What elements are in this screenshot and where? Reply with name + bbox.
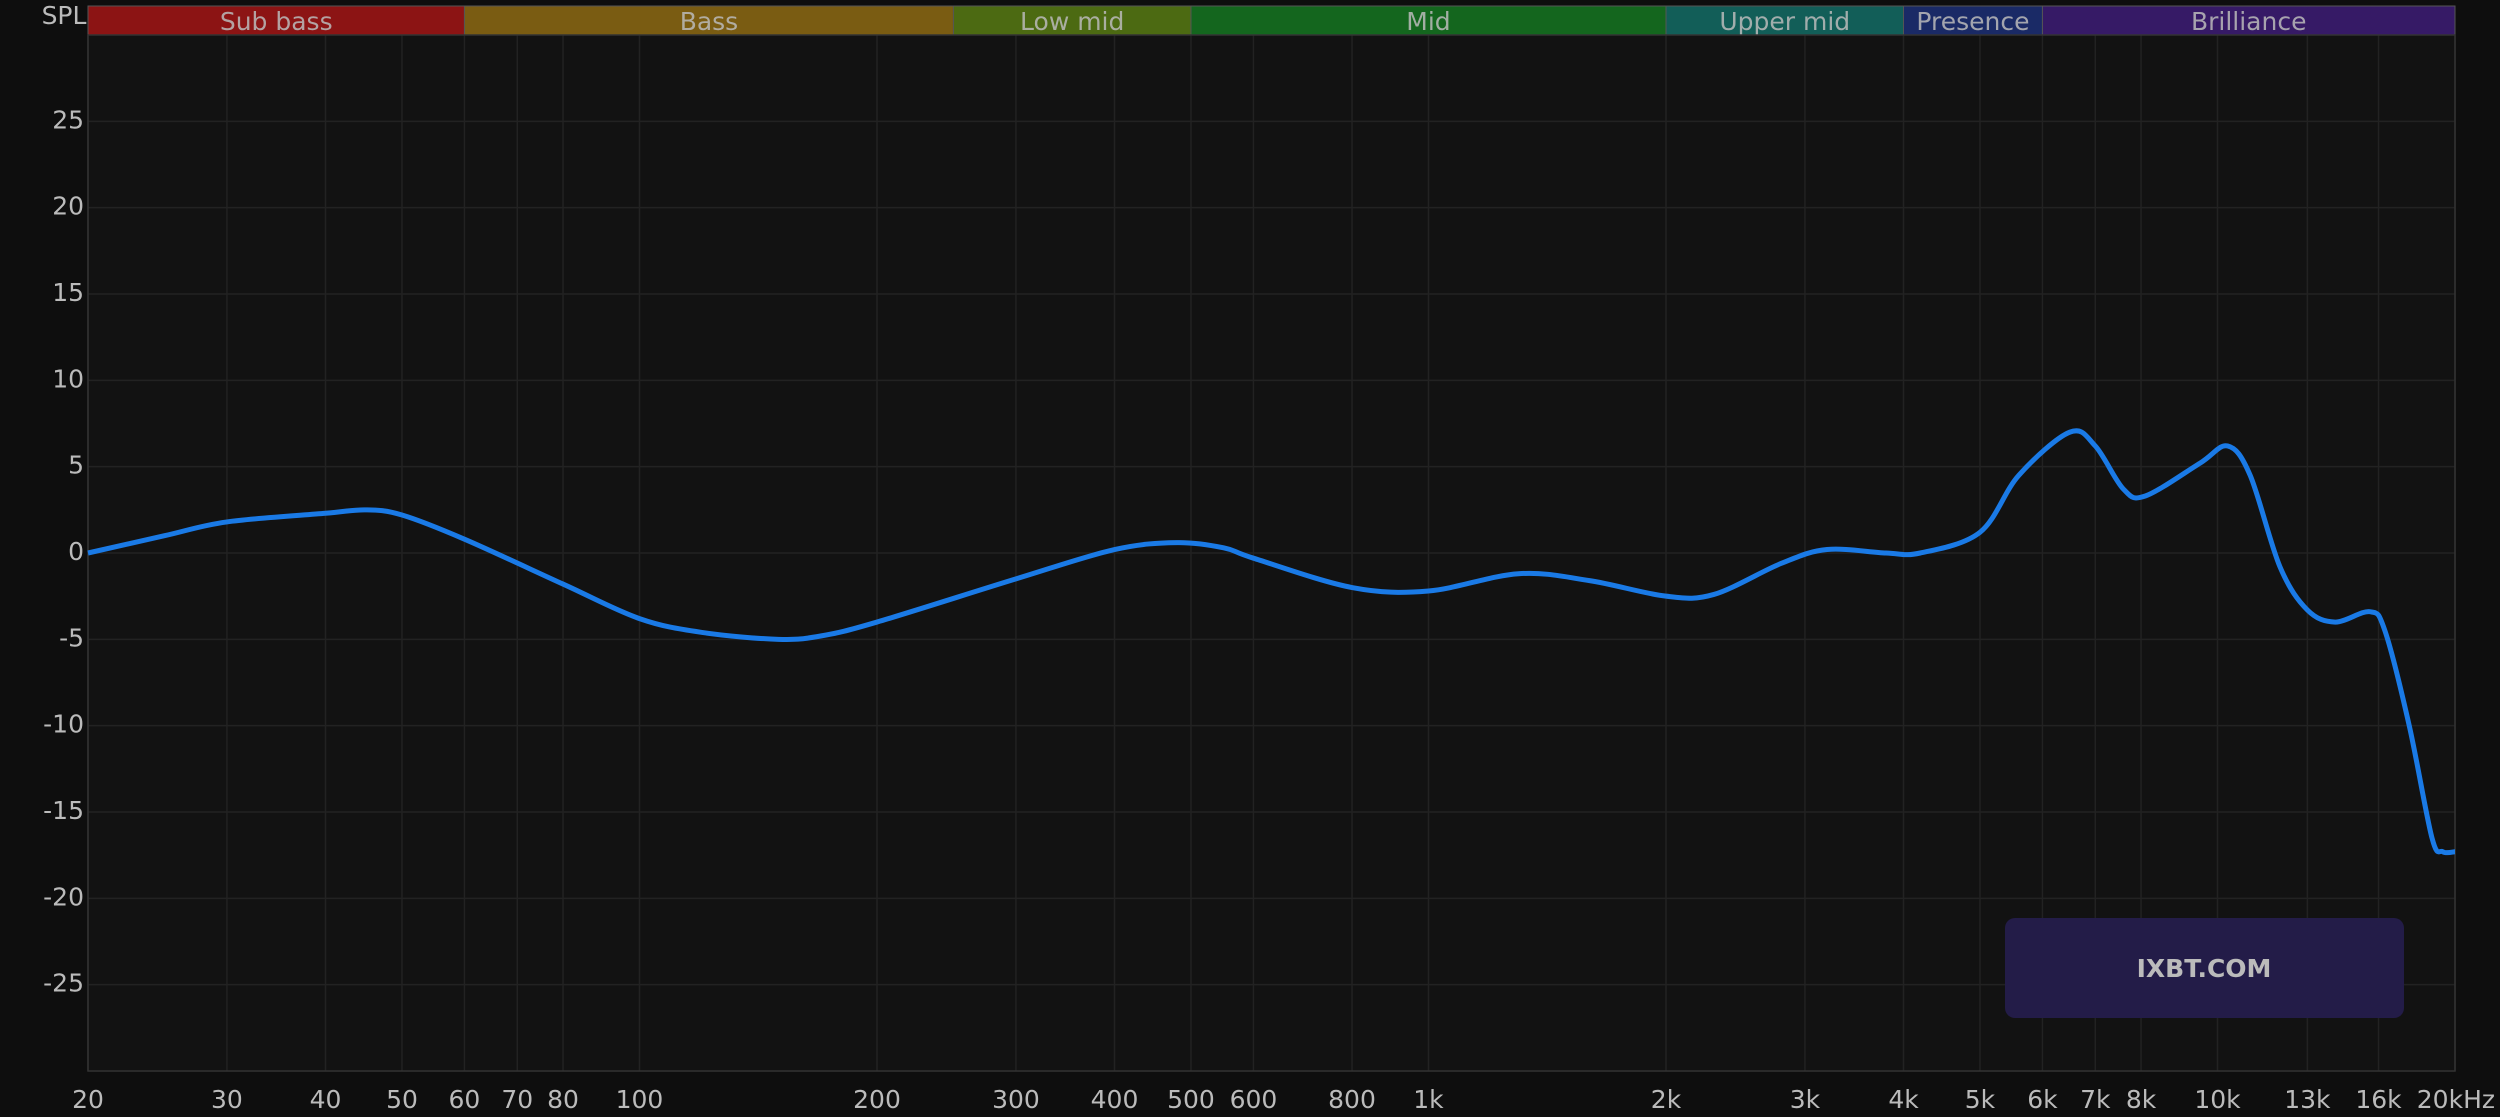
y-axis-label: SPL	[42, 1, 87, 30]
y-tick-label: -15	[43, 796, 84, 825]
band-label: Mid	[1406, 7, 1450, 36]
y-tick-label: -25	[43, 969, 84, 998]
x-tick-label: 70	[501, 1085, 533, 1114]
y-tick-label: 0	[68, 537, 84, 566]
response-line	[87, 428, 2456, 856]
band-label: Presence	[1916, 7, 2029, 36]
y-tick-label: 25	[52, 105, 84, 134]
y-tick-label: -5	[59, 623, 84, 652]
x-tick-label: 2k	[1651, 1085, 1682, 1114]
band-label: Sub bass	[220, 7, 333, 36]
band-label: Brilliance	[2191, 7, 2307, 36]
x-tick-label: 8k	[2126, 1085, 2157, 1114]
x-tick-label: 500	[1167, 1085, 1215, 1114]
x-tick-label: 60	[449, 1085, 481, 1114]
band-label: Bass	[680, 7, 739, 36]
y-tick-label: 5	[68, 451, 84, 480]
x-tick-label: 5k	[1965, 1085, 1996, 1114]
band	[1903, 5, 2043, 36]
watermark: IXBT.COM	[2137, 954, 2272, 983]
x-tick-label: 50	[386, 1085, 418, 1114]
watermark-box	[2005, 918, 2404, 1018]
x-tick-label: 20	[72, 1085, 104, 1114]
x-tick-label: 100	[616, 1085, 664, 1114]
x-tick-label: 1k	[1413, 1085, 1444, 1114]
x-tick-label: 300	[992, 1085, 1040, 1114]
x-tick-label: 16k	[2355, 1085, 2402, 1114]
y-tick-label: -20	[43, 882, 84, 911]
x-tick-label: 7k	[2080, 1085, 2111, 1114]
x-tick-label: 200	[853, 1085, 901, 1114]
x-tick-label: 800	[1328, 1085, 1376, 1114]
x-tick-label: 10k	[2194, 1085, 2241, 1114]
band-label: Low mid	[1020, 7, 1124, 36]
band	[2041, 5, 2456, 36]
y-tick-label: -10	[43, 710, 84, 739]
band-label: Upper mid	[1719, 7, 1850, 36]
band	[1665, 5, 1905, 36]
x-tick-label: 80	[547, 1085, 579, 1114]
y-tick-label: 15	[52, 278, 84, 307]
band	[1190, 5, 1667, 36]
x-tick-label: 4k	[1888, 1085, 1919, 1114]
x-tick-label: 13k	[2284, 1085, 2331, 1114]
x-tick-label: 600	[1230, 1085, 1278, 1114]
x-tick-label: 40	[310, 1085, 342, 1114]
x-tick-label: 3k	[1790, 1085, 1821, 1114]
y-tick-label: 20	[52, 192, 84, 221]
x-tick-label: 6k	[2027, 1085, 2058, 1114]
y-tick-label: 10	[52, 364, 84, 393]
x-tick-label: 20kHz	[2417, 1085, 2495, 1114]
x-tick-label: 30	[211, 1085, 243, 1114]
x-tick-label: 400	[1091, 1085, 1139, 1114]
